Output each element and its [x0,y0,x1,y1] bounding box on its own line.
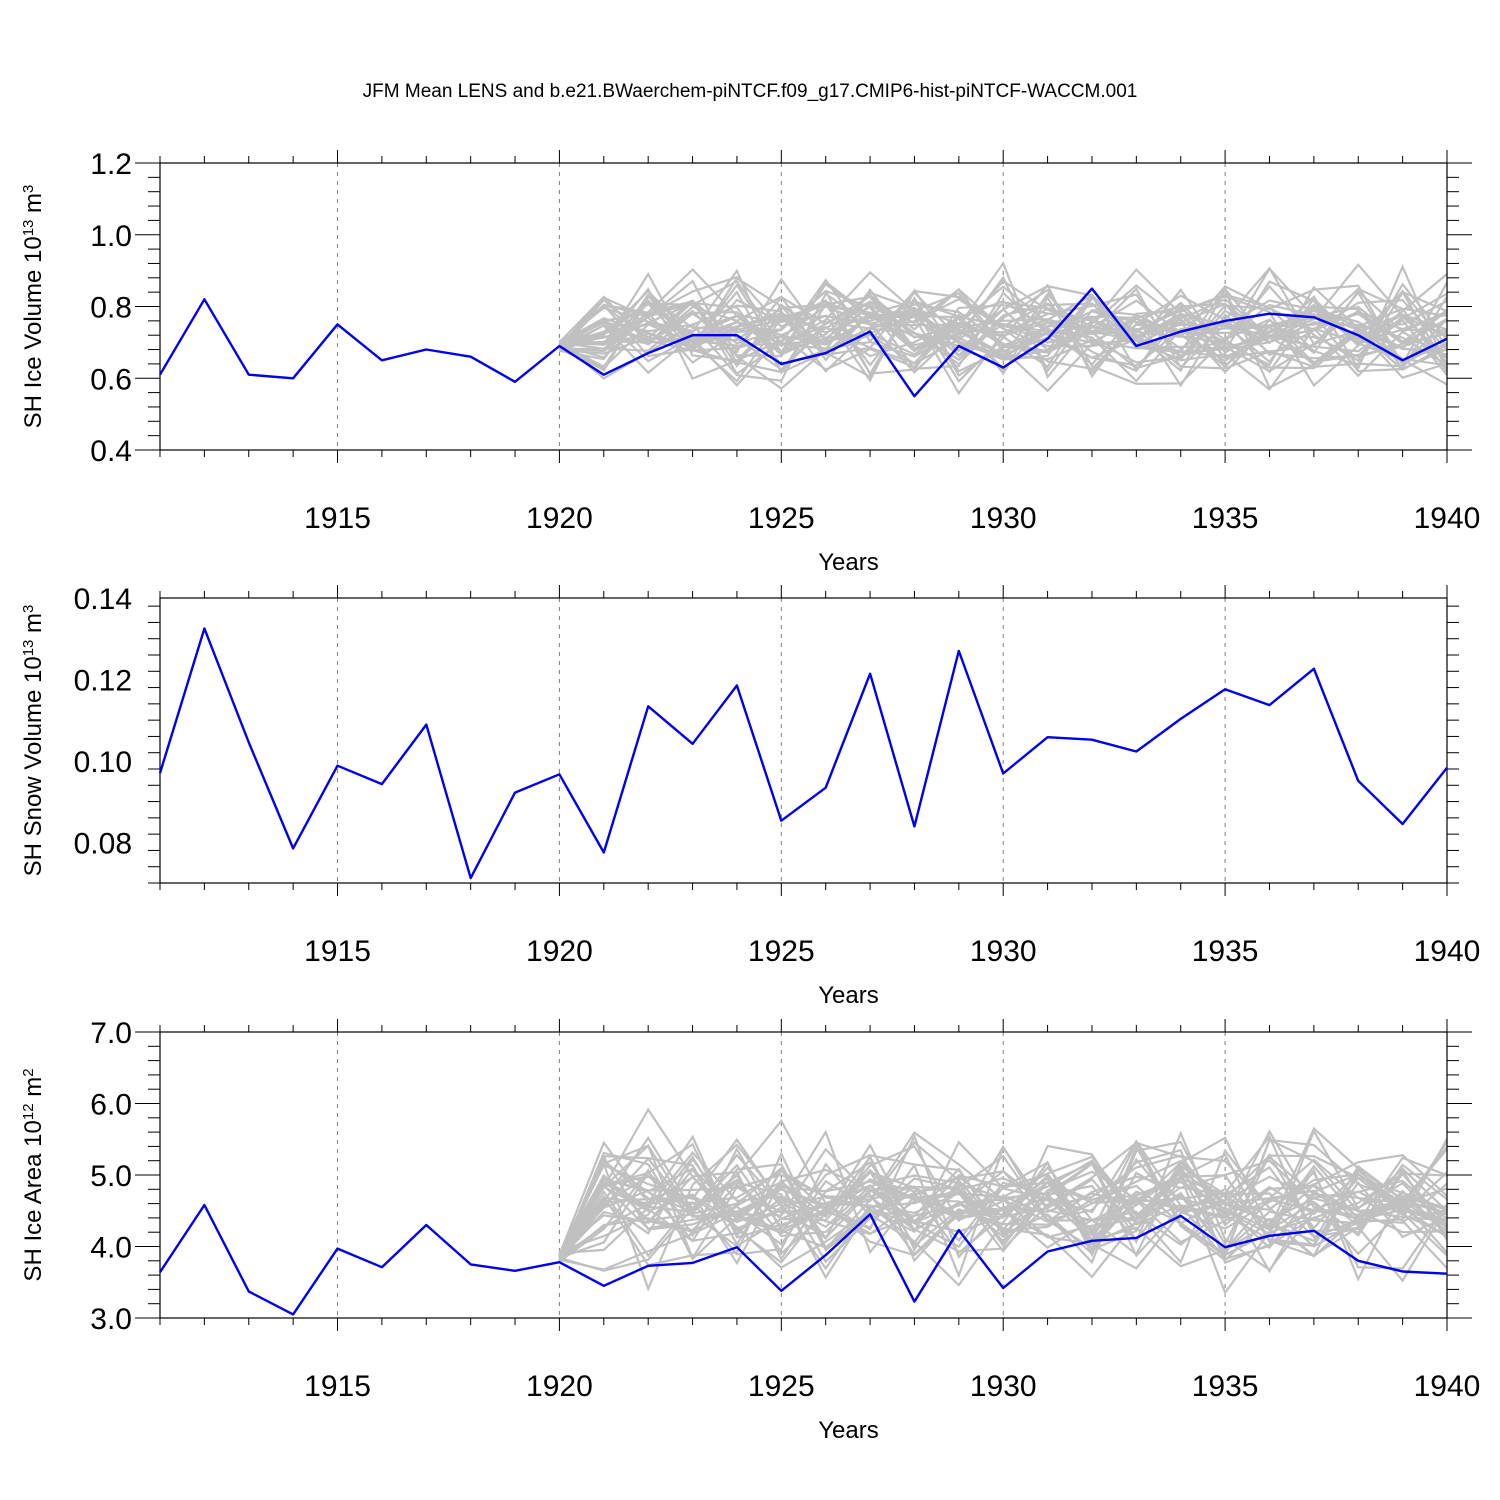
series-line [158,1203,1448,1316]
y-tick-label: 7.0 [90,1017,132,1050]
x-tick-label: 1935 [1192,1370,1259,1403]
x-axis-label: Years [818,982,879,1009]
y-axis-label-exponent: 12 [20,1103,37,1120]
plot-frame [159,597,1448,884]
x-tick-label: 1930 [970,1370,1037,1403]
series-line [158,627,1448,880]
x-tick-label: 1915 [304,1370,371,1403]
ensemble-member-line [558,1158,1448,1256]
y-tick-label: 0.08 [74,827,132,860]
x-tick-label: 1920 [526,1370,593,1403]
y-tick-label: 1.2 [90,148,132,181]
x-tick-label: 1930 [970,502,1037,535]
ice-volume-panel: 1915 1920 1925 1930 1935 1940 0.4 0.6 0.8 1.0 1.2 Y… [20,148,1481,576]
ensemble-member-line [558,1154,1448,1263]
x-tick-label: 1935 [1192,935,1259,968]
y-axis-label-exponent: 13 [20,640,37,657]
x-tick-label: 1925 [748,1370,815,1403]
y-tick-label: 0.4 [90,435,132,468]
ensemble-member-line [558,1170,1448,1261]
x-axis-label: Years [818,549,879,576]
y-axis-label-exponent: 3 [20,185,37,193]
x-tick-label: 1930 [970,935,1037,968]
y-axis-label-text: m [20,193,47,220]
ice-area-panel: 1915 1920 1925 1930 1935 1940 3.0 4.0 5.0 6.0 7.0 Y… [20,1017,1481,1444]
y-axis-label-text: SH Snow Volume 10 [20,656,47,876]
figure-title: JFM Mean LENS and b.e21.BWaerchem-piNTCF… [363,81,1138,102]
x-tick-label: 1940 [1414,1370,1481,1403]
x-axis-label: Years [818,1417,879,1444]
snow-volume-panel: 1915 1920 1925 1930 1935 1940 0.08 0.10 0.12 0.14… [20,583,1481,1009]
ensemble-member-line [558,1107,1448,1263]
ensemble-member-line [558,294,1448,373]
y-tick-label: 4.0 [90,1232,132,1265]
y-axis-label: SH Ice Volume 1013 m3 [20,185,47,429]
ensemble-member-line [558,1133,1448,1260]
ensemble-member-line [558,280,1448,371]
y-tick-label: 0.12 [74,664,132,697]
ensemble-member-line [558,1143,1448,1265]
ensemble-member-line [558,290,1448,371]
y-axis-label-exponent: 13 [20,220,37,237]
y-tick-label: 1.0 [90,220,132,253]
x-tick-label: 1940 [1414,935,1481,968]
ensemble-lines [558,1107,1448,1295]
x-tick-label: 1915 [304,502,371,535]
series-line [158,287,1448,398]
ensemble-member-line [559,266,1448,383]
y-axis-label-text: m [20,1077,47,1104]
ensemble-member-line [559,284,1448,381]
ensemble-member-line [559,271,1448,372]
y-tick-label: 3.0 [90,1303,132,1336]
ensemble-member-line [558,1134,1448,1260]
y-tick-label: 0.10 [74,746,132,779]
y-tick-label: 5.0 [90,1160,132,1193]
y-axis-label-text: SH Ice Area 10 [20,1120,47,1281]
ensemble-lines [558,260,1449,396]
ensemble-member-line [558,1140,1448,1256]
x-tick-label: 1935 [1192,502,1259,535]
y-tick-label: 0.8 [90,292,132,325]
y-axis-label: SH Ice Area 1012 m2 [20,1068,47,1281]
ensemble-member-line [559,1159,1448,1295]
x-tick-label: 1940 [1414,502,1481,535]
x-tick-label: 1920 [526,935,593,968]
y-tick-label: 6.0 [90,1089,132,1122]
ensemble-member-line [558,1148,1448,1262]
x-tick-label: 1920 [526,502,593,535]
ensemble-member-line [559,1140,1448,1271]
y-axis-label: SH Snow Volume 1013 m3 [20,605,47,877]
ensemble-member-line [558,263,1449,396]
ensemble-member-line [558,1130,1448,1272]
ensemble-member-line [558,1154,1448,1258]
x-tick-label: 1925 [748,935,815,968]
ensemble-member-line [558,288,1448,375]
y-axis-label-text: SH Ice Volume 10 [20,236,47,428]
y-axis-label-exponent: 2 [20,1068,37,1076]
ensemble-member-line [559,275,1448,370]
y-tick-label: 0.14 [74,583,132,616]
y-axis-label-text: m [20,613,47,640]
ensemble-member-line [558,1146,1448,1261]
y-tick-label: 0.6 [90,363,132,396]
x-tick-label: 1925 [748,502,815,535]
x-tick-label: 1915 [304,935,371,968]
y-axis-label-exponent: 3 [20,605,37,613]
